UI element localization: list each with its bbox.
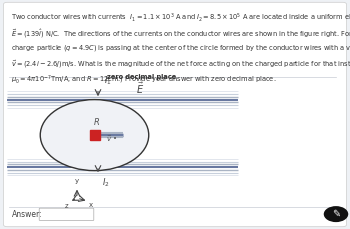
Text: Answer:: Answer:	[12, 210, 43, 219]
Text: charge particle $(q = 4.9C)$ is passing at the center of the circle formed by th: charge particle $(q = 4.9C)$ is passing …	[11, 43, 350, 53]
Text: $\vec{E}$: $\vec{E}$	[136, 80, 144, 96]
Text: Two conductor wires with currents  $I_1 = 1.1 \times 10^3$ A and $I_2 = 8.5 \tim: Two conductor wires with currents $I_1 =…	[11, 12, 350, 25]
Text: $\vec{E} = (139\hat{i})$ N/C.  The directions of the currents on the conductor w: $\vec{E} = (139\hat{i})$ N/C. The direct…	[11, 27, 350, 40]
Text: $\vec{v}$ •: $\vec{v}$ •	[106, 134, 117, 144]
FancyBboxPatch shape	[39, 208, 94, 221]
Text: zero decimal place: zero decimal place	[107, 74, 176, 80]
Text: $I_2$: $I_2$	[102, 176, 109, 189]
Text: $I_1$: $I_1$	[104, 74, 112, 87]
Circle shape	[324, 206, 348, 222]
Text: $\mu_0 = 4\pi 10^{-7}$Tm/A, and $R = 12$cm.) Provide your answer with zero decim: $\mu_0 = 4\pi 10^{-7}$Tm/A, and $R = 12$…	[11, 74, 276, 87]
Text: y: y	[75, 178, 79, 184]
FancyBboxPatch shape	[4, 2, 346, 227]
Text: x: x	[89, 202, 93, 208]
Text: ✎: ✎	[332, 209, 340, 219]
Circle shape	[40, 100, 149, 171]
Text: R: R	[93, 118, 99, 127]
Text: $\vec{v} = (2.4i - 2.6j)$m/s. What is the magnitude of the net force acting on t: $\vec{v} = (2.4i - 2.6j)$m/s. What is th…	[11, 59, 350, 70]
Text: z: z	[65, 203, 68, 209]
